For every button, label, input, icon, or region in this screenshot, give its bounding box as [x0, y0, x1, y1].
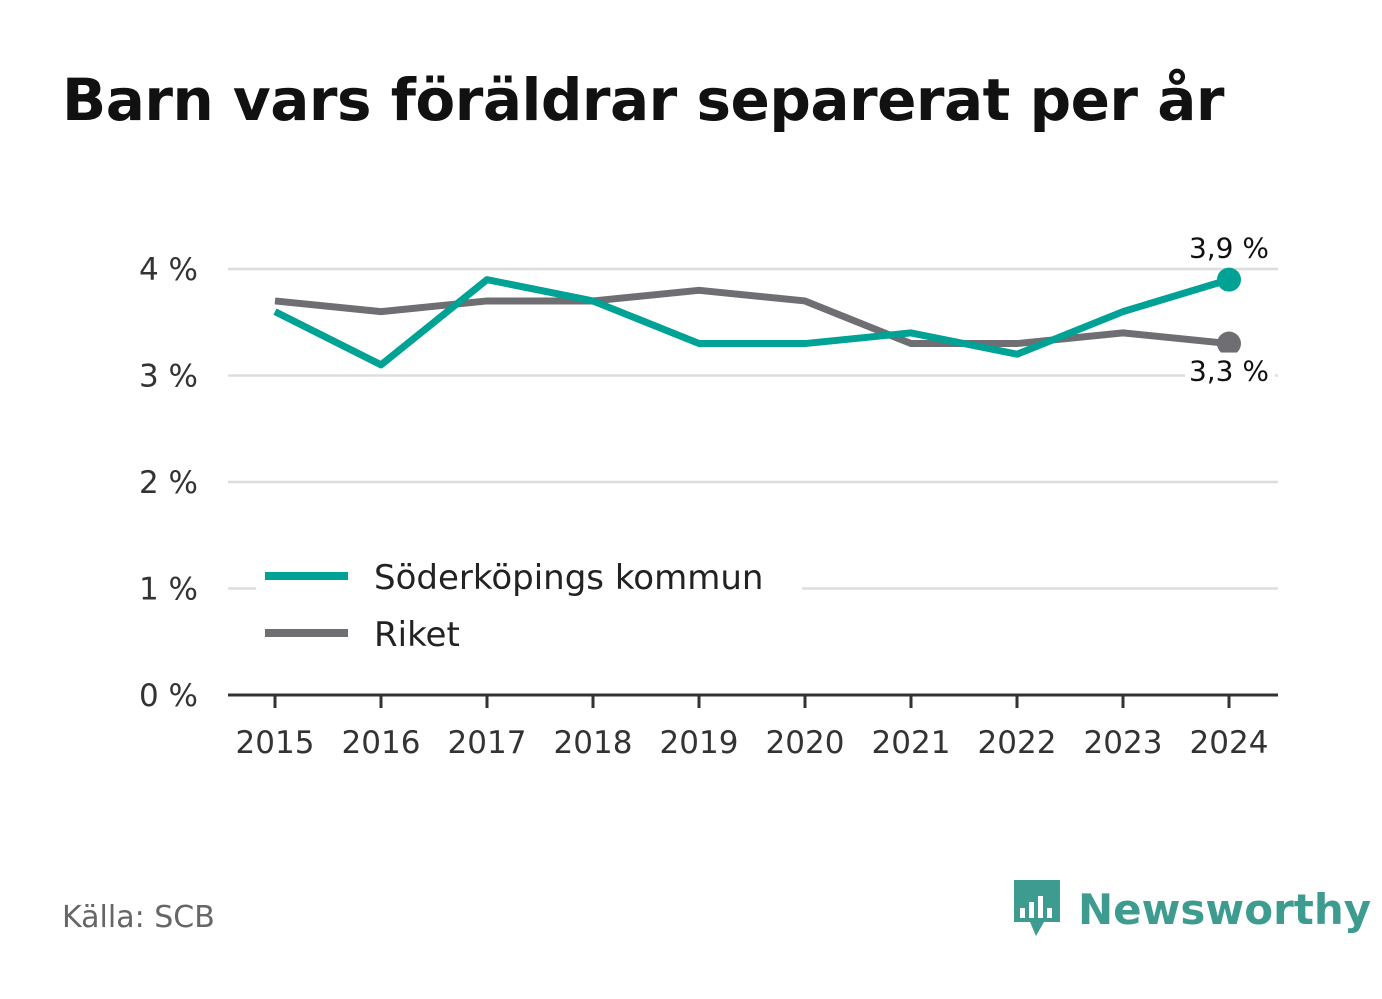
- x-tick-label-0: 2015: [236, 725, 315, 761]
- series-line-1: [274, 286, 1230, 348]
- end-label-0: 3,9 %: [1189, 232, 1269, 265]
- x-tick-label-8: 2023: [1084, 725, 1163, 761]
- legend: Söderköpings kommun Riket: [256, 548, 802, 666]
- brand: Newsworthy: [1010, 878, 1371, 940]
- x-tick-label-9: 2024: [1190, 725, 1269, 761]
- legend-label-1: Riket: [374, 615, 460, 655]
- grid-lines: [228, 267, 1278, 590]
- x-tick-label-3: 2018: [554, 725, 633, 761]
- brand-name: Newsworthy: [1078, 884, 1372, 934]
- chart-title: Barn vars föräldrar separerat per år: [62, 66, 1224, 134]
- end-label-1: 3,3 %: [1189, 355, 1269, 388]
- end-marker-0: [1217, 267, 1241, 292]
- x-tick-label-5: 2020: [766, 725, 845, 761]
- source-note: Källa: SCB: [62, 900, 215, 935]
- x-tick-label-4: 2019: [660, 725, 739, 761]
- legend-background: [256, 548, 802, 666]
- series-line-0: [273, 276, 1231, 369]
- y-tick-label-4: 4 %: [139, 252, 198, 288]
- y-tick-label-3: 3 %: [139, 359, 198, 395]
- x-tick-label-2: 2017: [448, 725, 527, 761]
- y-tick-label-0: 0 %: [139, 678, 198, 714]
- newsworthy-logo-icon: [1014, 880, 1060, 936]
- x-tick-label-1: 2016: [342, 725, 421, 761]
- y-axis-labels: 0 % 1 % 2 % 3 % 4 %: [139, 252, 198, 714]
- end-marker-1: [1217, 331, 1241, 356]
- end-markers: 3,9 % 3,3 %: [1185, 232, 1275, 389]
- y-tick-label-2: 2 %: [139, 465, 198, 501]
- legend-label-0: Söderköpings kommun: [374, 558, 763, 598]
- x-tick-label-7: 2022: [978, 725, 1057, 761]
- x-axis-labels: 2015 2016 2017 2018 2019 2020 2021 2022 2023 2024: [236, 725, 1269, 761]
- x-axis-ticks: [273, 695, 1231, 708]
- y-tick-label-1: 1 %: [139, 572, 198, 608]
- series-lines: [273, 276, 1231, 369]
- end-label-bg-1: [1185, 352, 1275, 389]
- x-tick-label-6: 2021: [872, 725, 951, 761]
